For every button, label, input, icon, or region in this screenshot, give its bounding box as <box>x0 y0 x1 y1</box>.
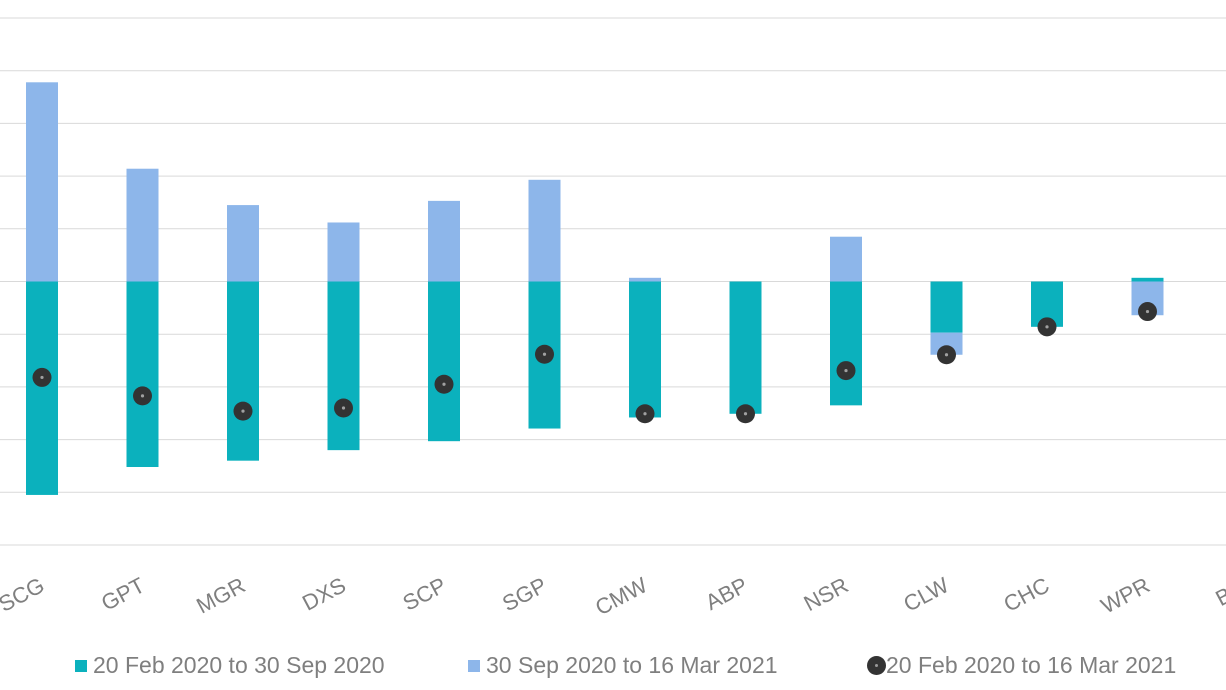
legend: 20 Feb 2020 to 30 Sep 2020 30 Sep 2020 t… <box>0 652 1226 686</box>
x-tick-label-scp: SCP <box>399 572 451 615</box>
bar-wpr-series-1 <box>1131 277 1164 282</box>
x-tick-label-gpt: GPT <box>97 572 149 615</box>
legend-label-series-2: 30 Sep 2020 to 16 Mar 2021 <box>486 652 778 678</box>
legend-item-series-1: 20 Feb 2020 to 30 Sep 2020 <box>75 652 385 679</box>
x-tick-label-chc: CHC <box>1000 572 1054 617</box>
bar-cmw-series-1 <box>629 281 661 418</box>
bar-nsr-series-2 <box>830 236 862 282</box>
bar-scp-series-1 <box>428 281 460 442</box>
bar-dxs-series-2 <box>327 222 360 282</box>
bar-gpt-series-1 <box>126 281 159 468</box>
legend-label-series-3: 20 Feb 2020 to 16 Mar 2021 <box>886 652 1177 678</box>
bar-abp-series-1 <box>729 281 762 414</box>
legend-swatch-series-3 <box>867 656 886 675</box>
bar-gpt-series-2 <box>126 168 159 282</box>
point-scp <box>434 374 454 394</box>
x-tick-label-clw: CLW <box>899 572 953 616</box>
point-scg <box>32 367 52 387</box>
x-tick-label-cmw: CMW <box>591 572 651 620</box>
bar-clw-series-1 <box>930 281 963 333</box>
x-tick-label-nsr: NSR <box>800 572 853 616</box>
x-tick-label-bw: BW <box>1211 572 1226 611</box>
bar-scg-series-1 <box>26 281 58 495</box>
bar-scg-series-2 <box>26 82 58 282</box>
point-mgr <box>233 401 253 421</box>
x-tick-label-sgp: SGP <box>498 572 551 616</box>
point-cmw <box>635 404 655 424</box>
point-clw <box>937 345 956 365</box>
bar-nsr-series-1 <box>830 281 862 406</box>
legend-swatch-series-1 <box>75 659 87 672</box>
x-tick-label-wpr: WPR <box>1097 572 1154 618</box>
point-chc <box>1037 317 1057 337</box>
point-sgp <box>535 344 554 364</box>
points <box>32 302 1157 424</box>
gridlines <box>0 17 1226 546</box>
bar-mgr-series-1 <box>227 281 259 461</box>
bar-sgp-series-2 <box>528 179 561 282</box>
legend-swatch-series-2 <box>468 659 480 672</box>
x-tick-label-scg: SCG <box>0 572 48 616</box>
bar-clw-series-2 <box>930 332 963 355</box>
point-gpt <box>133 386 152 406</box>
chart: SCG GPT MGR DXS SCP SGP CMW ABP NSR CLW CHC WPR BW <box>0 17 1226 620</box>
point-wpr <box>1138 302 1157 322</box>
legend-item-series-3: 20 Feb 2020 to 16 Mar 2021 <box>867 652 1176 679</box>
legend-label-series-1: 20 Feb 2020 to 30 Sep 2020 <box>93 652 385 678</box>
bar-dxs-series-1 <box>327 281 360 451</box>
point-abp <box>736 404 755 424</box>
point-dxs <box>334 398 353 418</box>
legend-item-series-2: 30 Sep 2020 to 16 Mar 2021 <box>468 652 778 679</box>
x-tick-label-dxs: DXS <box>298 572 350 615</box>
x-tick-label-abp: ABP <box>701 572 752 615</box>
x-tick-label-mgr: MGR <box>192 572 249 618</box>
x-tick-labels: SCG GPT MGR DXS SCP SGP CMW ABP NSR CLW CHC WPR BW <box>0 572 1226 620</box>
bar-cmw-series-2 <box>629 277 661 282</box>
bar-scp-series-2 <box>428 200 460 282</box>
bars <box>26 82 1164 495</box>
bar-mgr-series-2 <box>227 205 259 282</box>
point-nsr <box>836 361 856 381</box>
